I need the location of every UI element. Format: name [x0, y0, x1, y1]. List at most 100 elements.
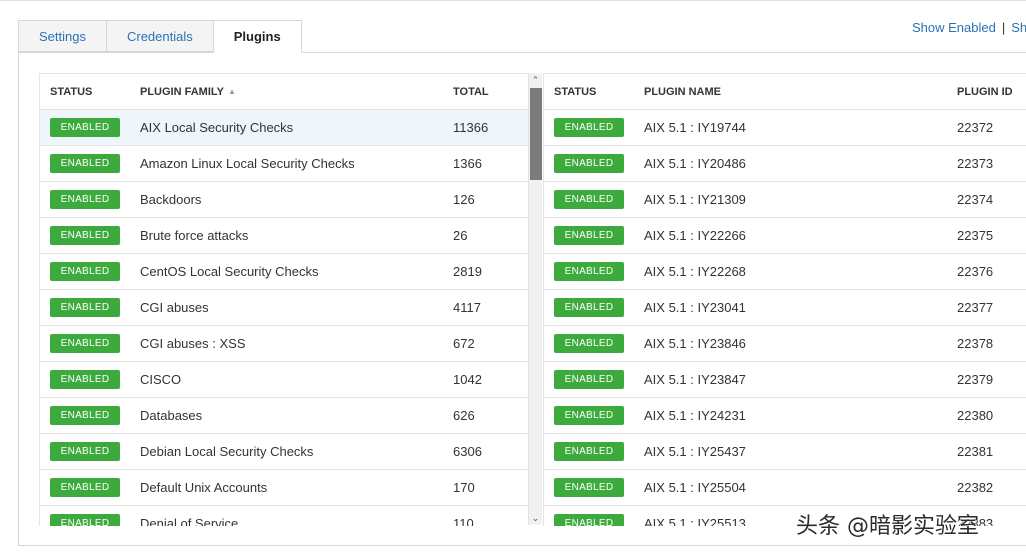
table-row[interactable]: ENABLED Amazon Linux Local Security Check…: [40, 146, 530, 182]
plugin-family-name: Brute force attacks: [140, 228, 249, 243]
status-badge[interactable]: ENABLED: [50, 118, 120, 137]
table-row[interactable]: ENABLED Debian Local Security Checks 6306: [40, 434, 530, 470]
table-row[interactable]: ENABLED AIX 5.1 : IY25504 22382: [544, 470, 1026, 506]
status-badge[interactable]: ENABLED: [554, 370, 624, 389]
table-row[interactable]: ENABLED AIX 5.1 : IY21309 22374: [544, 182, 1026, 218]
status-badge[interactable]: ENABLED: [554, 118, 624, 137]
table-row[interactable]: ENABLED Default Unix Accounts 170: [40, 470, 530, 506]
status-cell: ENABLED: [50, 406, 120, 425]
plugin-name: AIX 5.1 : IY25437: [644, 444, 746, 459]
header-status[interactable]: STATUS: [50, 85, 93, 98]
table-row[interactable]: ENABLED AIX 5.1 : IY23847 22379: [544, 362, 1026, 398]
scrollbar-thumb[interactable]: [530, 88, 542, 180]
status-cell: ENABLED: [554, 406, 624, 425]
tab-credentials[interactable]: Credentials: [105, 20, 213, 52]
status-badge[interactable]: ENABLED: [554, 334, 624, 353]
table-row[interactable]: ENABLED Databases 626: [40, 398, 530, 434]
plugin-id: 22383: [957, 516, 994, 526]
status-badge[interactable]: ENABLED: [50, 154, 120, 173]
plugin-total: 170: [453, 480, 475, 495]
plugin-total: 2819: [453, 264, 482, 279]
status-cell: ENABLED: [554, 334, 624, 353]
status-badge[interactable]: ENABLED: [50, 190, 120, 209]
plugin-id: 22378: [957, 336, 994, 351]
plugin-name: AIX 5.1 : IY22268: [644, 264, 746, 279]
show-enabled-link[interactable]: Show Enabled: [912, 20, 996, 35]
status-badge[interactable]: ENABLED: [50, 262, 120, 281]
plugin-family-name: Denial of Service: [140, 516, 239, 526]
table-row[interactable]: ENABLED Backdoors 126: [40, 182, 530, 218]
status-badge[interactable]: ENABLED: [50, 226, 120, 245]
chevron-down-icon[interactable]: ⌄: [531, 513, 540, 523]
table-row[interactable]: ENABLED CISCO 1042: [40, 362, 530, 398]
header-plugin-id[interactable]: PLUGIN ID: [957, 85, 1013, 98]
status-badge[interactable]: ENABLED: [50, 334, 120, 353]
table-row[interactable]: ENABLED AIX 5.1 : IY20486 22373: [544, 146, 1026, 182]
plugin-family-name: CISCO: [140, 372, 182, 387]
plugin-name: AIX 5.1 : IY20486: [644, 156, 746, 171]
table-header: STATUS PLUGIN FAMILY ▲ TOTAL: [40, 74, 530, 110]
header-total[interactable]: TOTAL: [453, 85, 489, 98]
table-row[interactable]: ENABLED AIX 5.1 : IY22268 22376: [544, 254, 1026, 290]
chevron-up-icon[interactable]: ⌃: [531, 75, 540, 85]
plugin-id: 22372: [957, 120, 994, 135]
families-scrollbar[interactable]: ⌃ ⌄: [528, 73, 542, 525]
watermark-text: 头条 @暗影实验室: [796, 514, 979, 539]
header-status[interactable]: STATUS: [554, 85, 597, 98]
plugin-id: 22376: [957, 264, 994, 279]
status-badge[interactable]: ENABLED: [50, 514, 120, 526]
status-badge[interactable]: ENABLED: [50, 298, 120, 317]
status-badge[interactable]: ENABLED: [554, 154, 624, 173]
table-row[interactable]: ENABLED AIX 5.1 : IY23041 22377: [544, 290, 1026, 326]
table-row[interactable]: ENABLED AIX 5.1 : IY25437 22381: [544, 434, 1026, 470]
status-cell: ENABLED: [50, 226, 120, 245]
status-badge[interactable]: ENABLED: [554, 226, 624, 245]
table-row[interactable]: ENABLED AIX 5.1 : IY22266 22375: [544, 218, 1026, 254]
table-row[interactable]: ENABLED CGI abuses : XSS 672: [40, 326, 530, 362]
status-cell: ENABLED: [50, 154, 120, 173]
status-badge[interactable]: ENABLED: [554, 298, 624, 317]
header-plugin-name[interactable]: PLUGIN NAME: [644, 85, 721, 98]
status-cell: ENABLED: [50, 370, 120, 389]
status-badge[interactable]: ENABLED: [50, 370, 120, 389]
status-badge[interactable]: ENABLED: [50, 406, 120, 425]
status-cell: ENABLED: [50, 262, 120, 281]
table-row[interactable]: ENABLED Brute force attacks 26: [40, 218, 530, 254]
plugin-name: AIX 5.1 : IY23846: [644, 336, 746, 351]
table-row[interactable]: ENABLED Denial of Service 110: [40, 506, 530, 526]
plugin-family-name: CGI abuses : XSS: [140, 336, 246, 351]
plugin-total: 672: [453, 336, 475, 351]
plugin-name: AIX 5.1 : IY21309: [644, 192, 746, 207]
status-badge[interactable]: ENABLED: [50, 478, 120, 497]
status-badge[interactable]: ENABLED: [554, 262, 624, 281]
plugin-total: 110: [453, 516, 474, 526]
tab-settings[interactable]: Settings: [18, 20, 106, 52]
plugin-id: 22382: [957, 480, 994, 495]
status-badge[interactable]: ENABLED: [50, 442, 120, 461]
status-badge[interactable]: ENABLED: [554, 406, 624, 425]
table-row[interactable]: ENABLED AIX Local Security Checks 11366: [40, 110, 530, 146]
plugin-id: 22381: [957, 444, 994, 459]
plugin-total: 126: [453, 192, 475, 207]
tab-plugins[interactable]: Plugins: [212, 20, 302, 53]
plugin-families-table: STATUS PLUGIN FAMILY ▲ TOTAL ENABLED AIX L…: [39, 73, 530, 526]
status-badge[interactable]: ENABLED: [554, 514, 624, 526]
plugin-total: 11366: [453, 120, 489, 135]
status-badge[interactable]: ENABLED: [554, 478, 624, 497]
show-all-link[interactable]: Sh: [1011, 20, 1026, 35]
table-row[interactable]: ENABLED AIX 5.1 : IY23846 22378: [544, 326, 1026, 362]
status-badge[interactable]: ENABLED: [554, 190, 624, 209]
plugin-family-name: Databases: [140, 408, 203, 423]
status-cell: ENABLED: [554, 262, 624, 281]
plugin-total: 4117: [453, 300, 481, 315]
status-badge[interactable]: ENABLED: [554, 442, 624, 461]
status-cell: ENABLED: [50, 478, 120, 497]
plugin-total: 6306: [453, 444, 482, 459]
table-row[interactable]: ENABLED AIX 5.1 : IY24231 22380: [544, 398, 1026, 434]
table-row[interactable]: ENABLED AIX 5.1 : IY25513 22383: [544, 506, 1026, 526]
header-plugin-family[interactable]: PLUGIN FAMILY ▲: [140, 85, 236, 98]
table-row[interactable]: ENABLED CGI abuses 4117: [40, 290, 530, 326]
table-row[interactable]: ENABLED CentOS Local Security Checks 2819: [40, 254, 530, 290]
table-row[interactable]: ENABLED AIX 5.1 : IY19744 22372: [544, 110, 1026, 146]
plugin-family-name: CGI abuses: [140, 300, 209, 315]
